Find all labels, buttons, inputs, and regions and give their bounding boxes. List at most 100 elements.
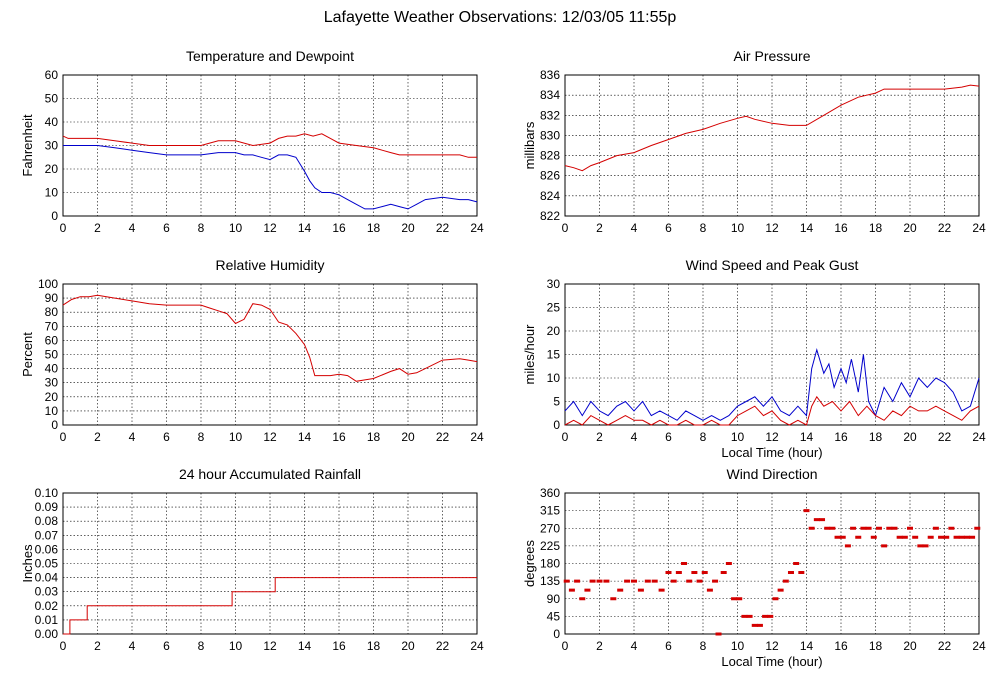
rain-x-tick: 10 (229, 639, 243, 653)
humidity-y-tick: 70 (45, 319, 59, 333)
wind-x-tick: 22 (938, 430, 952, 444)
direction-point (624, 579, 631, 583)
wind-x-tick: 14 (800, 430, 814, 444)
direction-point (953, 535, 960, 539)
rain-x-tick: 0 (60, 639, 67, 653)
direction-y-tick: 315 (540, 504, 560, 518)
wind-title: Wind Speed and Peak Gust (686, 257, 859, 273)
temp-x-tick: 4 (129, 221, 136, 235)
rain-x-tick: 4 (129, 639, 136, 653)
direction-point (912, 535, 919, 539)
temp-x-tick: 14 (298, 221, 312, 235)
humidity-x-tick: 14 (298, 430, 312, 444)
direction-point (896, 535, 903, 539)
humidity-x-tick: 24 (470, 430, 484, 444)
humidity-y-tick: 40 (45, 362, 59, 376)
rain-x-tick: 24 (470, 639, 484, 653)
wind-x-tick: 12 (765, 430, 779, 444)
humidity-x-tick: 16 (332, 430, 346, 444)
direction-point (948, 526, 955, 530)
rain-y-tick: 0.06 (35, 542, 59, 556)
direction-x-tick: 4 (631, 639, 638, 653)
rain-x-tick: 2 (94, 639, 101, 653)
wind-x-label: Local Time (hour) (721, 445, 822, 460)
rain-series-line-0 (63, 577, 477, 635)
direction-point (610, 597, 617, 601)
humidity-y-tick: 100 (38, 277, 58, 291)
direction-point (875, 526, 882, 530)
wind-x-tick: 2 (596, 430, 603, 444)
rain-y-tick: 0.10 (35, 486, 59, 500)
pressure-x-tick: 22 (938, 221, 952, 235)
wind-y-tick: 25 (547, 301, 561, 315)
direction-point (907, 526, 913, 530)
direction-point (787, 571, 794, 575)
direction-point (675, 571, 682, 575)
direction-x-tick: 18 (869, 639, 883, 653)
direction-x-tick: 24 (972, 639, 986, 653)
temp-y-tick: 50 (45, 92, 59, 106)
direction-y-tick: 90 (547, 592, 561, 606)
humidity-y-tick: 20 (45, 390, 59, 404)
direction-point (563, 579, 570, 583)
temp-x-tick: 22 (436, 221, 450, 235)
direction-point (865, 526, 872, 530)
rain-x-tick: 6 (163, 639, 170, 653)
direction-point (927, 535, 934, 539)
humidity-x-tick: 0 (60, 430, 67, 444)
temp-x-tick: 16 (332, 221, 346, 235)
rain-x-tick: 8 (198, 639, 205, 653)
humidity-x-tick: 4 (129, 430, 136, 444)
humidity-y-tick: 90 (45, 291, 59, 305)
humidity-x-tick: 22 (436, 430, 450, 444)
direction-point (891, 526, 898, 530)
wind-y-tick: 15 (547, 348, 561, 362)
direction-x-tick: 20 (903, 639, 917, 653)
pressure-y-tick: 824 (540, 189, 560, 203)
direction-x-tick: 6 (665, 639, 672, 653)
rain-x-tick: 20 (401, 639, 415, 653)
wind-x-tick: 8 (700, 430, 707, 444)
humidity-series-line-0 (62, 294, 478, 382)
direction-point (943, 535, 950, 539)
direction-point (777, 588, 784, 592)
direction-point (651, 579, 658, 583)
temp-x-tick: 8 (198, 221, 205, 235)
humidity-x-tick: 2 (94, 430, 101, 444)
direction-point (860, 526, 867, 530)
pressure-plot-frame (564, 74, 980, 217)
pressure-y-tick: 822 (540, 209, 560, 223)
direction-point (631, 579, 637, 583)
wind-series-line-1 (564, 395, 980, 426)
humidity-x-tick: 18 (367, 430, 381, 444)
temp-x-tick: 2 (94, 221, 101, 235)
rain-x-tick: 12 (263, 639, 277, 653)
direction-point (658, 588, 665, 592)
direction-point (696, 579, 703, 583)
pressure-x-tick: 12 (765, 221, 779, 235)
wind-x-tick: 18 (869, 430, 883, 444)
pressure-x-tick: 10 (731, 221, 745, 235)
rain-y-tick: 0.09 (35, 500, 59, 514)
direction-x-tick: 22 (938, 639, 952, 653)
rain-y-tick: 0.04 (35, 571, 59, 585)
direction-point (881, 544, 888, 548)
direction-point (901, 535, 908, 539)
pressure-y-tick: 830 (540, 128, 560, 142)
direction-x-tick: 10 (731, 639, 745, 653)
pressure-x-tick: 20 (903, 221, 917, 235)
direction-point (793, 562, 800, 565)
direction-point (922, 544, 929, 548)
temp-title: Temperature and Dewpoint (186, 48, 354, 64)
temp-x-tick: 18 (367, 221, 381, 235)
direction-point (938, 535, 945, 539)
direction-point (782, 579, 789, 583)
rain-y-tick: 0.08 (35, 514, 59, 528)
direction-x-tick: 0 (562, 639, 569, 653)
direction-point (870, 535, 877, 539)
direction-point (772, 597, 779, 601)
direction-y-tick: 135 (540, 574, 560, 588)
